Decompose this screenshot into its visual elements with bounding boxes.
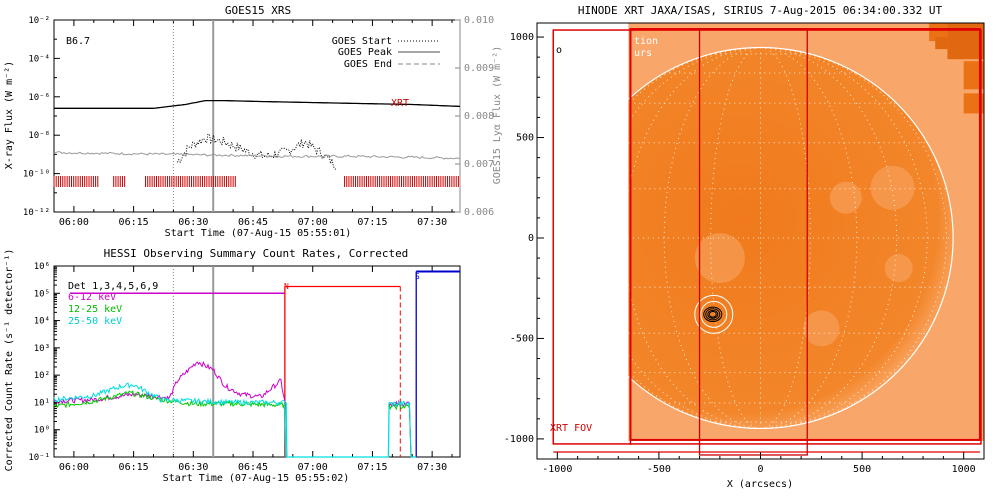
hessi-x-tick-label: 07:00 [298, 462, 328, 473]
hessi-return-2 [388, 400, 412, 458]
goes-y2-tick-label: 0.006 [464, 207, 494, 218]
xrt-y-tick-label: -1000 [504, 434, 534, 445]
goes-y-tick-label: 10⁻⁴ [28, 54, 50, 64]
goes-y-tick-label: 10⁻⁶ [28, 93, 50, 103]
hessi-y-tick-label: 10¹ [34, 398, 50, 408]
goes-y2-tick-label: 0.007 [464, 159, 494, 170]
xrt-x-tick-label: -500 [647, 464, 671, 475]
xrt-x-tick-label: 0 [757, 464, 763, 475]
goes-y2-tick-label: 0.010 [464, 15, 494, 26]
xrt-lon-line [760, 47, 928, 429]
xrt-source-ring-inner [700, 300, 728, 328]
goes-x-tick-label: 07:00 [298, 217, 328, 228]
hessi-y-tick-label: 10⁶ [34, 262, 50, 272]
hessi-y-tick-label: 10⁴ [34, 317, 50, 327]
goes-x-tick-label: 07:30 [417, 217, 447, 228]
hessi-x-tick-label: 07:15 [357, 462, 387, 473]
xrt-y-tick-label: 0 [528, 233, 534, 244]
xrt-lon-line [710, 47, 761, 429]
xrt-y-tick-label: 500 [516, 133, 534, 144]
hessi-y-tick-label: 10⁵ [34, 289, 50, 299]
xrt-hessi-contour [703, 306, 723, 323]
goes-y-tick-label: 10⁻⁸ [28, 131, 50, 141]
goes-x-tick-label: 06:00 [59, 217, 89, 228]
xrt-lon-line [760, 47, 947, 429]
xrt-x-tick-label: -1000 [542, 464, 572, 475]
hessi-y-tick-label: 10³ [34, 344, 50, 354]
xrt-fov-box [552, 29, 982, 445]
xrt-bright-region [803, 310, 840, 347]
xrt-bright-region [884, 254, 913, 283]
xrt-lon-line [760, 47, 811, 429]
hessi-x-tick-label: 07:30 [417, 462, 447, 473]
goes-x-tick-label: 07:15 [357, 217, 387, 228]
hessi-series-2 [53, 382, 287, 458]
hessi-x-tick-label: 06:30 [178, 462, 208, 473]
hessi-cyan-gap [285, 402, 390, 458]
xrt-hessi-contour [707, 309, 719, 319]
xrt-source-ring-outer [694, 294, 734, 334]
goes-x-tick-label: 06:15 [119, 217, 149, 228]
xrt-hessi-contour [708, 311, 717, 318]
xrt-x-tick-label: 500 [853, 464, 871, 475]
goes-y-tick-label: 10⁻² [28, 16, 50, 26]
goes-short-channel-line [176, 133, 337, 171]
goes-y2-tick-label: 0.009 [464, 63, 494, 74]
goes-long-channel-line [54, 99, 461, 109]
xrt-corner-pixel [929, 23, 948, 42]
hessi-x-tick-label: 06:00 [59, 462, 89, 473]
xrt-hessi-contour [705, 308, 721, 321]
goes-x-tick-label: 06:30 [178, 217, 208, 228]
xrt-corner-pixel [963, 61, 984, 90]
goes-y-tick-label: 10⁻¹² [23, 208, 50, 218]
hessi-plot-frame [53, 265, 461, 458]
xrt-bright-region [870, 165, 915, 210]
goes-lya-line [53, 151, 461, 160]
xrt-disk-group [628, 46, 954, 430]
hessi-x-tick-label: 06:45 [238, 462, 268, 473]
xrt-corner-pixel [935, 37, 948, 50]
xrt-y-tick-label: -500 [510, 333, 534, 344]
xrt-limb [628, 46, 954, 430]
goes-x-tick-label: 06:45 [238, 217, 268, 228]
xrt-x-tick-label: 1000 [952, 464, 976, 475]
hessi-series-0 [53, 360, 287, 458]
xrt-hessi-box [698, 28, 808, 456]
xrt-corner-pixel [963, 93, 984, 114]
hessi-y-tick-label: 10⁰ [34, 426, 50, 436]
hessi-y-tick-label: 10² [34, 371, 50, 381]
hessi-x-tick-label: 06:15 [119, 462, 149, 473]
hessi-y-tick-label: 10⁻¹ [28, 453, 50, 463]
xrt-y-tick-label: 1000 [510, 32, 534, 43]
xrt-bright-region [829, 181, 862, 214]
goes-y-tick-label: 10⁻¹⁰ [23, 170, 50, 180]
xrt-bright-region [694, 233, 745, 284]
goes-y2-tick-label: 0.008 [464, 111, 494, 122]
